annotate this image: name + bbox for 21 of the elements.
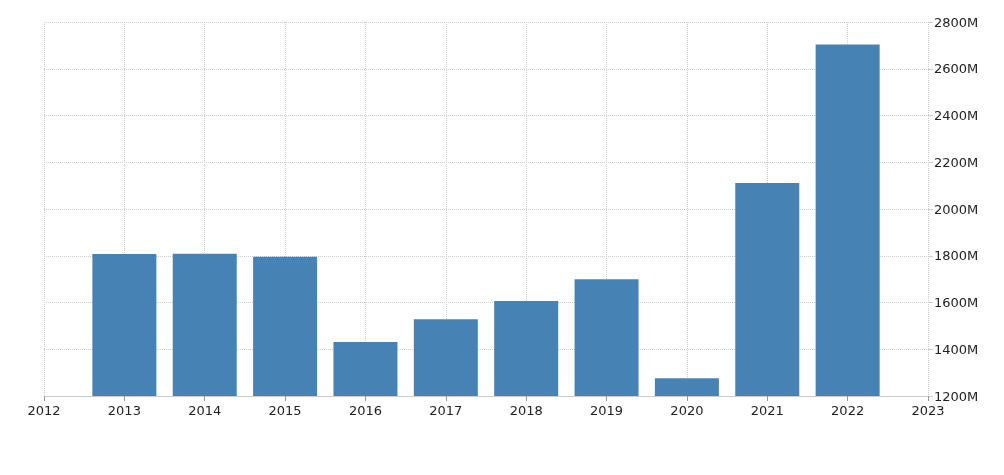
x-tick-label: 2018	[509, 403, 543, 418]
x-tick-label: 2014	[188, 403, 222, 418]
x-tick-label: 2016	[348, 403, 382, 418]
y-tick-label: 1400M	[934, 341, 979, 357]
y-tick-label: 2600M	[934, 61, 979, 77]
x-tick-label: 2023	[911, 403, 945, 418]
x-tick-label: 2022	[831, 403, 865, 418]
x-tick-label: 2012	[27, 403, 61, 418]
x-tick-label: 2021	[750, 403, 784, 418]
x-tick-label: 2020	[670, 403, 704, 418]
x-tick-label: 2013	[107, 403, 141, 418]
y-tick-label: 2000M	[934, 201, 979, 217]
y-tick-label: 1800M	[934, 248, 979, 264]
y-tick-label: 2800M	[934, 14, 979, 30]
x-tick-label: 2017	[429, 403, 463, 418]
y-tick-label: 2400M	[934, 108, 979, 123]
y-tick-label: 1200M	[934, 388, 979, 404]
y-tick-label: 2200M	[934, 154, 979, 170]
x-tick-label: 2019	[590, 403, 624, 418]
y-tick-label: 1600M	[934, 295, 979, 310]
x-tick-label: 2015	[268, 403, 302, 418]
